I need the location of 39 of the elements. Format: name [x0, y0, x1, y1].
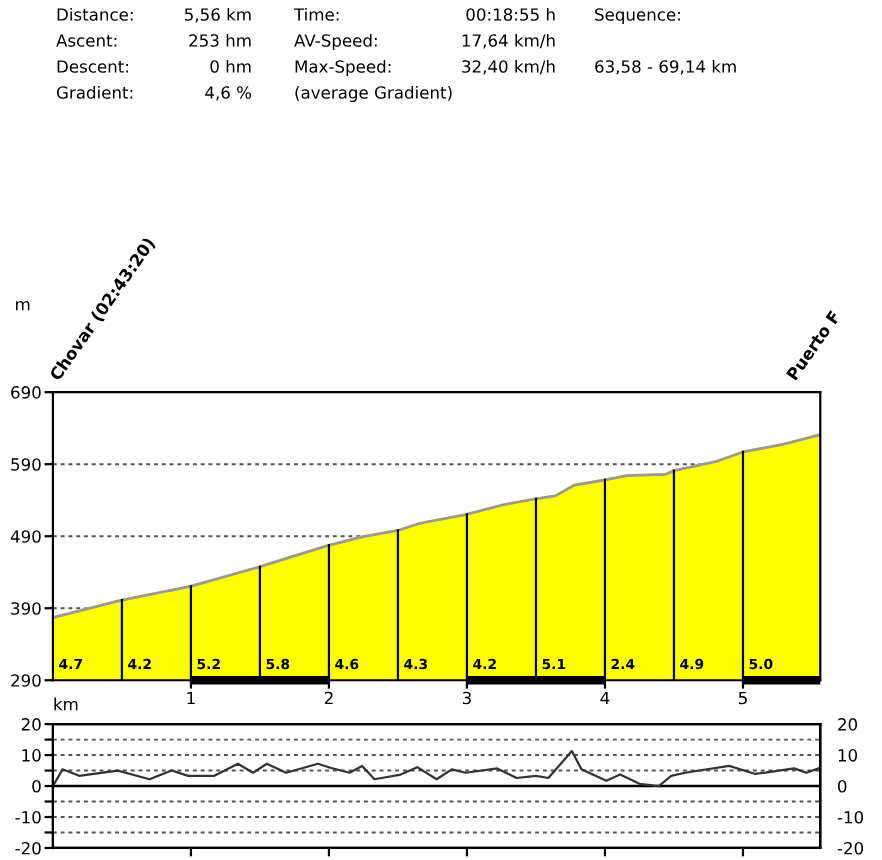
text: (average Gradient): [295, 85, 452, 103]
x-tick-label: 3: [462, 691, 471, 705]
text: 253 hm: [189, 33, 251, 47]
x-axis-title: km: [54, 697, 78, 711]
y-tick-label: -10: [15, 810, 41, 824]
x-tick-label: 1: [187, 691, 195, 705]
text: Ascent:: [56, 34, 117, 47]
y2-tick-label: -20: [837, 841, 864, 855]
text: Max-Speed:: [295, 59, 391, 77]
text: 32,40 km/h: [462, 59, 555, 75]
y-tick-label: 490: [10, 530, 41, 543]
y2-tick-label: -10: [837, 810, 864, 824]
y-tick-label: 10: [22, 749, 41, 762]
y-tick-label: 590: [11, 458, 41, 471]
text: 5,56 km: [184, 7, 251, 23]
text: 63,58 - 69,14 km: [595, 59, 736, 75]
y-tick-label: 390: [11, 602, 41, 615]
text: Descent:: [57, 60, 128, 73]
text: AV-Speed:: [294, 33, 377, 51]
text: 00:18:55 h: [466, 7, 555, 21]
y2-tick-label: 10: [838, 749, 858, 762]
y-tick-label: -20: [15, 841, 41, 855]
y-tick-label: 0: [32, 780, 41, 793]
text: Distance:: [57, 7, 133, 21]
y-tick-label: 690: [11, 386, 41, 399]
x-tick-label: 5: [738, 691, 747, 705]
y-tick-label: 20: [21, 718, 41, 731]
text: Sequence:: [595, 8, 680, 25]
text: Time:: [293, 7, 339, 21]
y-tick-label: 290: [11, 674, 41, 687]
x-tick-label: 4: [600, 691, 610, 705]
text: 4,6 %: [205, 86, 252, 101]
x-tick-label: 2: [324, 691, 333, 705]
text: Gradient:: [56, 85, 133, 99]
y2-tick-label: 20: [838, 718, 858, 731]
text: 0 hm: [210, 59, 251, 73]
text: 17,64 km/h: [462, 33, 555, 49]
y-axis-title: m: [16, 301, 30, 311]
y2-tick-label: 0: [838, 780, 847, 793]
